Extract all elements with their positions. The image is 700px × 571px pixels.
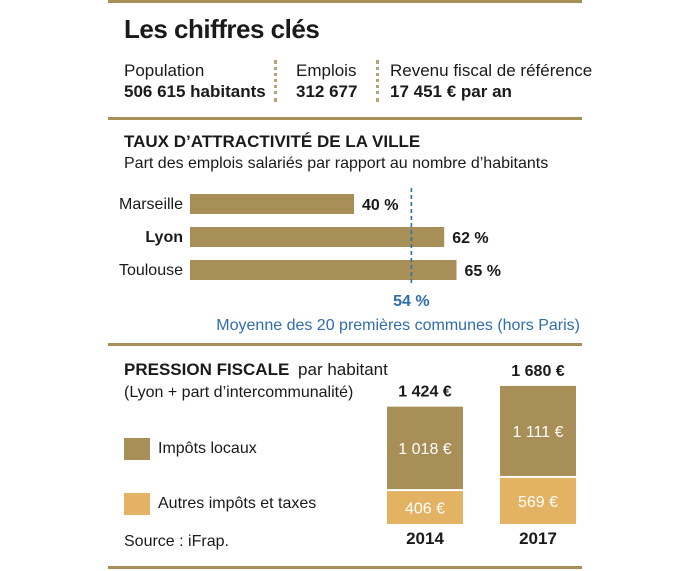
top-rule	[108, 0, 582, 3]
stat-jobs-label: Emplois	[296, 61, 357, 80]
mean-reference-value: 54 %	[393, 293, 429, 310]
bar-local-2014	[387, 406, 463, 490]
page-title: Les chiffres clés	[124, 14, 320, 44]
section-rule-1	[108, 117, 582, 120]
bar-other-label-2014: 406 €	[405, 501, 445, 518]
category-label-marseille: Marseille	[119, 196, 183, 213]
attractivity-title: TAUX D’ATTRACTIVITÉ DE LA VILLE	[124, 132, 421, 151]
stat-divider-2	[376, 60, 379, 102]
legend-label-local: Impôts locaux	[158, 440, 257, 457]
bar-other-label-2017: 569 €	[518, 494, 558, 511]
stat-population-value: 506 615 habitants	[124, 82, 266, 101]
attractivity-subtitle: Part des emplois salariés par rapport au…	[124, 155, 549, 172]
legend-swatch-other	[124, 493, 150, 515]
column-total-2014: 1 424 €	[398, 384, 451, 401]
stat-income-label: Revenu fiscal de référence	[390, 61, 593, 80]
section-rule-2	[108, 343, 582, 346]
mean-reference-caption: Moyenne des 20 premières communes (hors …	[216, 317, 580, 334]
stat-divider-1	[274, 60, 277, 102]
stat-jobs-value: 312 677	[296, 82, 358, 101]
category-label-lyon: Lyon	[145, 229, 183, 246]
value-label-toulouse: 65 %	[465, 263, 501, 280]
legend-label-other: Autres impôts et taxes	[158, 495, 317, 512]
source-note: Source : iFrap.	[124, 533, 229, 550]
bar-other-2014	[387, 491, 463, 524]
year-label-2017: 2017	[519, 529, 557, 548]
bar-local-label-2017: 1 111 €	[512, 424, 563, 441]
bar-local-label-2014: 1 018 €	[398, 441, 451, 458]
year-label-2014: 2014	[406, 529, 444, 548]
legend-swatch-local	[124, 438, 150, 460]
fiscal-title: PRESSION FISCALE par habitant	[124, 360, 388, 380]
bar-lyon	[190, 227, 445, 247]
value-label-lyon: 62 %	[452, 230, 488, 247]
bar-toulouse	[190, 260, 457, 280]
value-label-marseille: 40 %	[362, 197, 398, 214]
bottom-rule	[108, 566, 582, 569]
bar-marseille	[190, 194, 354, 214]
fiscal-title-main: PRESSION FISCALE	[124, 360, 290, 379]
bar-local-2017	[500, 385, 576, 476]
fiscal-title-suffix: par habitant	[298, 360, 388, 379]
stat-income: Revenu fiscal de référence 17 451 € par …	[390, 60, 592, 102]
column-total-2017: 1 680 €	[511, 363, 564, 380]
stat-jobs: Emplois 312 677	[296, 60, 357, 102]
stat-population-label: Population	[124, 61, 205, 80]
category-label-toulouse: Toulouse	[119, 262, 183, 279]
fiscal-subtitle: (Lyon + part d’intercommunalité)	[124, 384, 354, 401]
bar-other-2017	[500, 477, 576, 524]
stat-population: Population 506 615 habitants	[124, 60, 266, 102]
stat-income-value: 17 451 € par an	[390, 82, 512, 101]
